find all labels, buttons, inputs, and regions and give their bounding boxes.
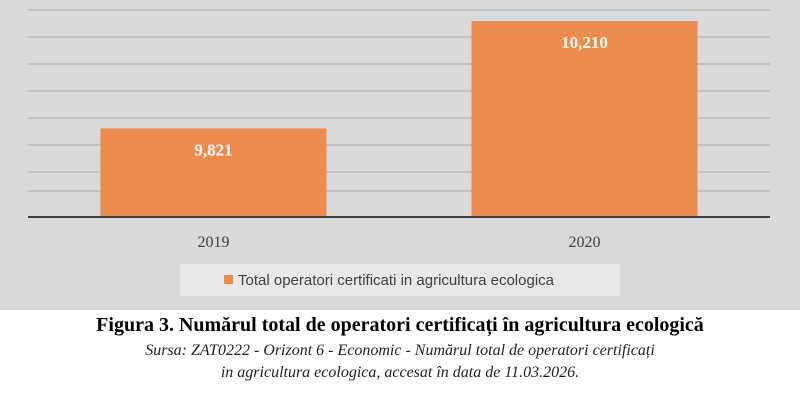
bar-2019[interactable] [100, 128, 327, 217]
bar-chart: 9,821 10,210 2019 2020 Total operatori cer… [0, 0, 800, 310]
x-tick-2019: 2019 [198, 234, 230, 251]
caption-source: Sursa: ZAT0222 - Orizont 6 - Economic - … [0, 340, 800, 384]
figure-caption: Figura 3. Numărul total de operatori cer… [0, 312, 800, 384]
bars: 9,821 10,210 [100, 21, 698, 218]
x-tick-labels: 2019 2020 [198, 234, 601, 251]
data-label-2020: 10,210 [561, 33, 608, 52]
legend[interactable]: Total operatori certificati in agricultu… [180, 264, 620, 296]
legend-label: Total operatori certificati in agricultu… [238, 272, 555, 289]
caption-title: Figura 3. Numărul total de operatori cer… [96, 314, 704, 336]
data-label-2019: 9,821 [194, 140, 232, 159]
x-tick-2020: 2020 [569, 234, 601, 251]
bar-2020[interactable] [471, 21, 698, 218]
caption-source-line1: Sursa: ZAT0222 - Orizont 6 - Economic - … [145, 342, 655, 359]
legend-swatch [224, 275, 233, 284]
chart-area: 9,821 10,210 2019 2020 Total operatori cer… [0, 0, 800, 310]
caption-source-line2: in agricultura ecologica, accesat în dat… [220, 364, 580, 381]
legend-box [180, 264, 620, 296]
